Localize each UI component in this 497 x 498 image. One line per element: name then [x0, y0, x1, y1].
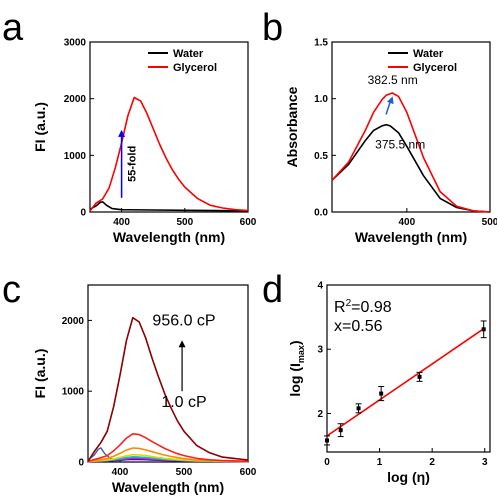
d-ytick-label-1: 3 — [317, 345, 323, 356]
d-data-point-1 — [338, 428, 343, 433]
c-top-viscosity-label: 956.0 cP — [152, 312, 215, 329]
d-xtick-label-3: 3 — [482, 457, 488, 468]
d-data-point-4 — [417, 374, 422, 379]
b-ytick-label-1: 0.5 — [314, 151, 328, 162]
d-xtick-label-1: 1 — [377, 457, 383, 468]
panel-d-chart: 0 1 2 3 2 3 4 R2=0.98 x=0.56 log (η) log (Imax) — [287, 281, 491, 485]
b-ytick-label-0: 0.0 — [314, 208, 328, 219]
b-series-line-1 — [331, 92, 491, 213]
d-plot-frame — [326, 284, 491, 453]
c-water-band-line — [87, 447, 121, 462]
a-x-axis-label: Wavelength (nm) — [113, 229, 225, 245]
a-plot-frame — [89, 41, 249, 213]
b-shift-arrow-head — [387, 96, 394, 105]
b-legend-label-1: Glycerol — [413, 62, 457, 74]
d-data-point-5 — [481, 327, 486, 332]
d-ytick-label-0: 2 — [317, 409, 323, 420]
a-fold-label: 55-fold — [127, 146, 139, 182]
c-xtick-label-1: 500 — [176, 467, 193, 478]
a-series-line-1 — [89, 96, 249, 212]
b-xtick-label-0: 400 — [398, 217, 415, 228]
c-series-line-5 — [87, 432, 249, 463]
c-series-line-4 — [87, 447, 249, 463]
c-bottom-viscosity-label: 1.0 cP — [161, 394, 206, 411]
a-legend-label-1: Glycerol — [173, 62, 217, 74]
b-xtick-label-1: 500 — [482, 217, 497, 228]
c-plot-frame — [87, 284, 249, 463]
c-ytick-label-1: 1000 — [62, 387, 85, 398]
c-ytick-label-2: 2000 — [62, 316, 85, 327]
panel-letter-b: b — [262, 7, 283, 49]
c-arrow-head — [178, 340, 186, 348]
b-peak-label-water: 375.5 nm — [375, 138, 425, 152]
b-legend-label-0: Water — [413, 48, 444, 60]
a-xtick-label-2: 600 — [240, 217, 257, 228]
panel-letter-a: a — [2, 7, 24, 49]
d-ytick-label-2: 4 — [317, 281, 323, 292]
d-x-axis-label: log (η) — [387, 469, 430, 485]
a-y-axis-label: FI (a.u.) — [32, 102, 48, 152]
d-data-point-3 — [379, 391, 384, 396]
d-fit-line — [326, 328, 485, 437]
a-legend-label-0: Water — [173, 48, 204, 60]
b-plot-frame — [331, 41, 491, 213]
c-y-axis-label: FI (a.u.) — [32, 349, 48, 399]
panel-c-chart: 400 500 600 0 1000 2000 956.0 cP 1.0 cP Waveleng… — [32, 284, 257, 495]
a-xtick-label-0: 400 — [113, 217, 130, 228]
b-ytick-label-3: 1.5 — [314, 38, 328, 49]
a-ytick-label-2: 2000 — [64, 94, 87, 105]
panel-a-chart: 400 500 600 0 1000 2000 3000 Water Glycerol 55-fo… — [32, 38, 257, 246]
d-xtick-label-2: 2 — [429, 457, 435, 468]
a-arrow-head — [118, 129, 126, 137]
b-ytick-label-2: 1.0 — [314, 94, 328, 105]
d-x-value-text: x=0.56 — [334, 318, 383, 335]
panel-letter-c: c — [2, 269, 21, 311]
a-ytick-label-3: 3000 — [64, 38, 87, 49]
d-data-point-0 — [325, 438, 329, 443]
b-y-axis-label: Absorbance — [284, 86, 300, 167]
panel-letter-d: d — [262, 269, 283, 311]
b-x-axis-label: Wavelength (nm) — [355, 229, 467, 245]
d-r2-text: R2=0.98 — [334, 298, 392, 316]
b-peak-label-glycerol: 382.5 nm — [368, 73, 418, 87]
d-y-axis-label: log (Imax) — [287, 340, 306, 396]
c-ytick-label-0: 0 — [78, 458, 84, 469]
a-series-line-0 — [89, 201, 249, 212]
a-ytick-label-1: 1000 — [64, 151, 87, 162]
c-xtick-label-2: 600 — [240, 467, 257, 478]
a-ytick-label-0: 0 — [80, 208, 86, 219]
a-xtick-label-1: 500 — [176, 217, 193, 228]
c-xtick-label-0: 400 — [112, 467, 129, 478]
d-xtick-label-0: 0 — [324, 457, 330, 468]
c-series-line-6 — [87, 316, 249, 462]
b-series-line-0 — [331, 123, 491, 213]
d-data-point-2 — [356, 406, 361, 411]
c-x-axis-label: Wavelength (nm) — [112, 479, 224, 495]
